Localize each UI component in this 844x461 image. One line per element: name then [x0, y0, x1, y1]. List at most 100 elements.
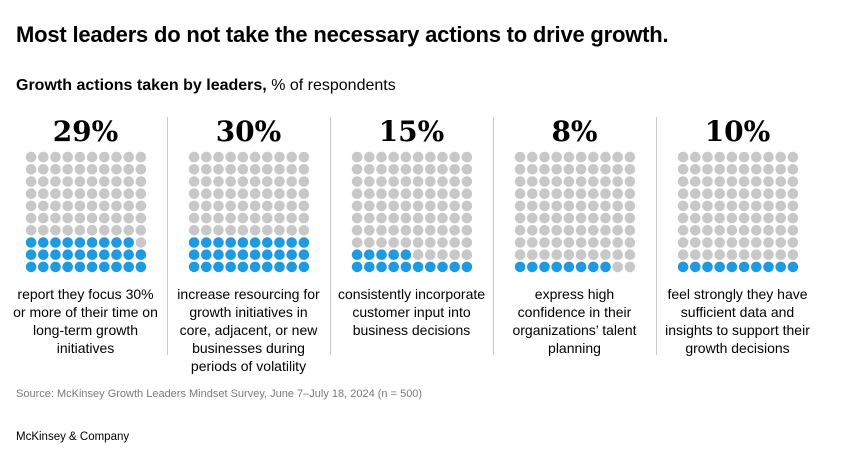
waffle-dot-filled: [62, 261, 73, 273]
waffle-dot-empty: [726, 188, 738, 199]
waffle-dot-empty: [539, 237, 550, 248]
waffle-dot-empty: [437, 225, 448, 236]
waffle-dot-empty: [677, 249, 689, 260]
waffle-dot-filled: [135, 261, 147, 273]
waffle-dot-empty: [364, 200, 375, 212]
waffle-dot-empty: [25, 225, 37, 236]
waffle-dot-empty: [527, 188, 538, 199]
waffle-dot-filled: [286, 261, 297, 273]
waffle-dot-empty: [449, 237, 460, 248]
waffle-dot-empty: [388, 237, 399, 248]
waffle-dot-filled: [25, 237, 37, 248]
waffle-dot-empty: [751, 188, 762, 199]
waffle-dot-filled: [201, 237, 212, 248]
waffle-dot-empty: [714, 188, 725, 199]
waffle-dot-empty: [624, 212, 636, 224]
waffle-dot-empty: [135, 237, 147, 248]
waffle-dot-empty: [738, 164, 750, 175]
waffle-dot-empty: [274, 200, 285, 212]
waffle-dot-filled: [62, 237, 73, 248]
waffle-dot-empty: [702, 249, 713, 260]
waffle-dot-empty: [225, 225, 236, 236]
waffle-dot-empty: [213, 176, 224, 187]
waffle-dot-empty: [449, 225, 460, 236]
waffle-dot-empty: [563, 164, 575, 175]
waffle-dot-empty: [274, 151, 285, 163]
waffle-panel-3: 15% consistently incorporate customer in…: [330, 117, 493, 367]
waffle-dot-filled: [437, 261, 448, 273]
waffle-dot-empty: [751, 249, 762, 260]
waffle-dot-empty: [225, 176, 236, 187]
waffle-dot-empty: [461, 212, 473, 224]
waffle-dot-empty: [286, 176, 297, 187]
waffle-dot-empty: [62, 176, 73, 187]
waffle-dot-filled: [38, 261, 49, 273]
percentage-label: 15%: [378, 115, 445, 148]
waffle-dot-empty: [612, 237, 623, 248]
waffle-dot-empty: [763, 164, 774, 175]
waffle-dot-empty: [400, 225, 412, 236]
waffle-dot-filled: [364, 249, 375, 260]
waffle-dot-empty: [135, 200, 147, 212]
waffle-dot-empty: [86, 188, 98, 199]
waffle-dot-filled: [249, 237, 261, 248]
waffle-dot-empty: [551, 212, 562, 224]
waffle-dot-empty: [690, 200, 701, 212]
panel-divider: [330, 117, 331, 355]
waffle-dot-filled: [425, 261, 436, 273]
waffle-svg: [188, 151, 310, 273]
waffle-dot-empty: [62, 200, 73, 212]
description-text: report they focus 30% or more of their t…: [13, 286, 158, 356]
waffle-dot-empty: [588, 188, 599, 199]
waffle-dot-empty: [449, 188, 460, 199]
waffle-dot-empty: [298, 188, 310, 199]
waffle-dot-empty: [376, 200, 387, 212]
waffle-dot-empty: [461, 249, 473, 260]
waffle-dot-empty: [249, 225, 261, 236]
waffle-dot-empty: [62, 164, 73, 175]
waffle-dot-empty: [400, 151, 412, 163]
waffle-dot-empty: [738, 151, 750, 163]
waffle-dot-empty: [738, 249, 750, 260]
percentage-label: 10%: [704, 115, 771, 148]
waffle-dot-empty: [74, 164, 86, 175]
waffle-dot-empty: [400, 176, 412, 187]
waffle-dot-filled: [201, 249, 212, 260]
waffle-dot-empty: [588, 151, 599, 163]
waffle-dot-filled: [575, 261, 587, 273]
waffle-dot-empty: [551, 200, 562, 212]
waffle-dot-empty: [763, 151, 774, 163]
waffle-dot-empty: [262, 151, 273, 163]
waffle-dot-empty: [188, 212, 200, 224]
waffle-dot-empty: [135, 164, 147, 175]
waffle-dot-empty: [135, 225, 147, 236]
waffle-dot-empty: [437, 188, 448, 199]
waffle-dot-filled: [213, 249, 224, 260]
waffle-dot-empty: [412, 212, 424, 224]
waffle-dot-empty: [123, 151, 134, 163]
waffle-dot-filled: [74, 249, 86, 260]
waffle-dot-empty: [364, 176, 375, 187]
waffle-dot-filled: [563, 261, 575, 273]
waffle-dot-empty: [376, 225, 387, 236]
waffle-dot-empty: [86, 151, 98, 163]
waffle-dot-empty: [690, 151, 701, 163]
waffle-dot-empty: [298, 176, 310, 187]
waffle-dot-filled: [74, 261, 86, 273]
waffle-dot-empty: [738, 200, 750, 212]
waffle-dot-empty: [38, 176, 49, 187]
waffle-dot-empty: [201, 212, 212, 224]
waffle-dot-empty: [74, 151, 86, 163]
waffle-dot-empty: [624, 225, 636, 236]
percentage-label: 30%: [215, 115, 282, 148]
waffle-dot-filled: [213, 237, 224, 248]
waffle-dot-empty: [514, 237, 526, 248]
waffle-dot-empty: [449, 176, 460, 187]
waffle-dot-empty: [726, 164, 738, 175]
waffle-dot-empty: [99, 212, 110, 224]
waffle-dot-empty: [539, 200, 550, 212]
waffle-dot-empty: [600, 237, 611, 248]
waffle-dot-filled: [514, 261, 526, 273]
waffle-dot-empty: [388, 151, 399, 163]
waffle-dot-filled: [702, 261, 713, 273]
